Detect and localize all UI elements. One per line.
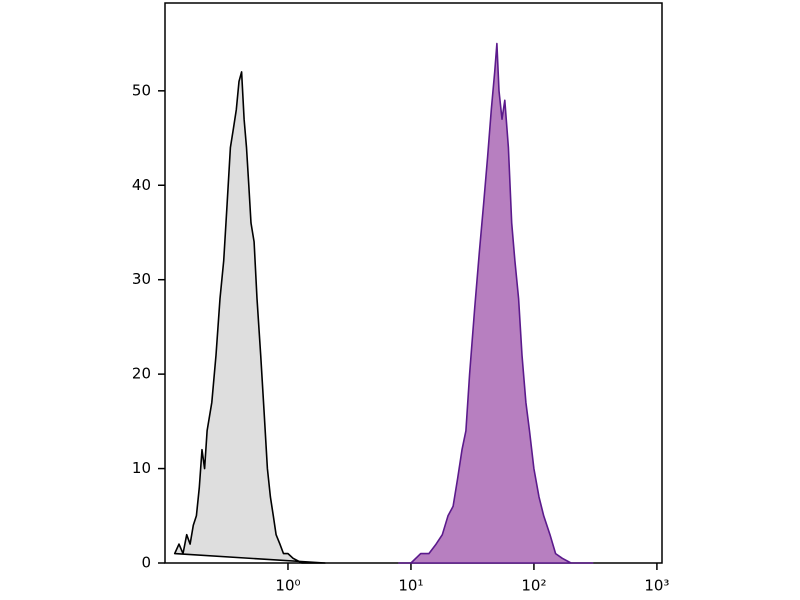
y-tick-label: 0	[141, 554, 151, 572]
x-tick-label: 10¹	[398, 577, 423, 595]
y-tick-label: 30	[132, 270, 151, 288]
x-tick-label: 10⁰	[275, 577, 300, 595]
histogram-area	[398, 42, 594, 564]
y-tick-label: 20	[132, 365, 151, 383]
histogram-area	[173, 71, 326, 564]
x-tick-label: 10³	[644, 577, 669, 595]
x-tick-label: 10²	[521, 577, 546, 595]
y-tick-label: 40	[132, 176, 151, 194]
y-tick-label: 10	[132, 459, 151, 477]
y-tick-label: 50	[132, 81, 151, 99]
